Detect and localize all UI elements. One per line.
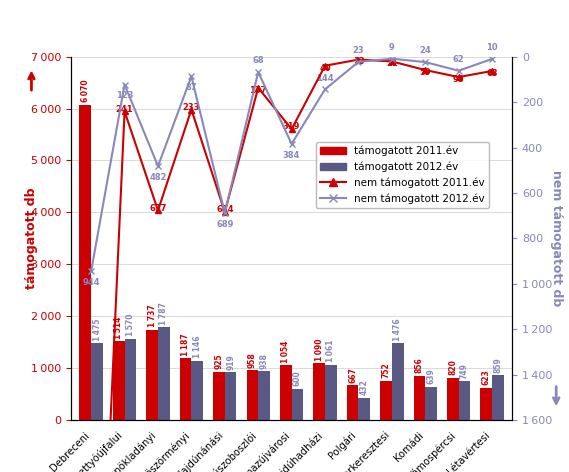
- Text: 749: 749: [460, 362, 469, 379]
- Text: 144: 144: [316, 74, 334, 83]
- Text: 319: 319: [283, 122, 300, 131]
- Text: 90: 90: [453, 75, 464, 84]
- Text: 667: 667: [348, 367, 357, 383]
- Text: 40: 40: [319, 64, 331, 73]
- Text: 137: 137: [250, 85, 267, 94]
- Bar: [325, 365, 337, 420]
- Text: 944: 944: [83, 278, 100, 287]
- Bar: [258, 371, 270, 420]
- Bar: [459, 381, 471, 420]
- Text: 21: 21: [386, 59, 398, 68]
- Text: 1 475: 1 475: [93, 319, 101, 341]
- Text: 623: 623: [482, 370, 490, 385]
- Text: 1 146: 1 146: [193, 336, 202, 358]
- Text: 233: 233: [183, 103, 200, 112]
- Text: 59: 59: [419, 68, 431, 77]
- Text: 752: 752: [381, 362, 390, 379]
- Text: 684: 684: [216, 205, 233, 214]
- Text: 63: 63: [486, 69, 498, 78]
- Bar: [447, 378, 459, 420]
- Bar: [225, 372, 237, 420]
- Text: 1 570: 1 570: [126, 313, 135, 336]
- Text: 1 737: 1 737: [147, 304, 156, 327]
- Text: 1 090: 1 090: [315, 338, 324, 361]
- Text: 859: 859: [493, 357, 502, 373]
- Bar: [146, 330, 158, 420]
- Bar: [314, 363, 325, 420]
- Bar: [358, 397, 370, 420]
- Bar: [392, 344, 403, 420]
- Text: 1 061: 1 061: [327, 340, 335, 362]
- Text: 23: 23: [353, 46, 364, 55]
- Bar: [414, 376, 425, 420]
- Text: 1 514: 1 514: [114, 317, 123, 339]
- Text: 689: 689: [216, 220, 233, 229]
- Text: 10: 10: [486, 43, 498, 52]
- Text: 87: 87: [185, 83, 197, 92]
- Text: 925: 925: [215, 354, 224, 370]
- Bar: [125, 338, 136, 420]
- Text: 241: 241: [116, 105, 133, 114]
- Bar: [380, 381, 392, 420]
- Bar: [280, 365, 291, 420]
- Bar: [492, 376, 504, 420]
- Text: nem támogatott db: nem támogatott db: [550, 170, 563, 306]
- Text: 482: 482: [149, 173, 167, 182]
- Text: 820: 820: [448, 359, 457, 375]
- Text: 1 787: 1 787: [159, 302, 168, 325]
- Text: 958: 958: [248, 352, 257, 368]
- Text: 677: 677: [149, 203, 167, 212]
- Bar: [80, 105, 91, 420]
- Text: 9: 9: [389, 43, 395, 52]
- Bar: [180, 358, 191, 420]
- Bar: [91, 344, 103, 420]
- Text: 24: 24: [419, 46, 431, 55]
- Text: 62: 62: [453, 55, 464, 64]
- Text: 384: 384: [283, 151, 300, 160]
- Text: 123: 123: [116, 92, 133, 101]
- Text: 856: 856: [415, 357, 424, 373]
- Text: 1 054: 1 054: [281, 340, 290, 363]
- Text: 1 476: 1 476: [393, 318, 402, 341]
- Bar: [213, 372, 225, 420]
- Bar: [291, 389, 303, 420]
- Text: 600: 600: [293, 371, 302, 386]
- Bar: [480, 388, 492, 420]
- Text: 432: 432: [360, 379, 369, 395]
- Legend: támogatott 2011.év, támogatott 2012.év, nem támogatott 2011.év, nem támogatott 2: támogatott 2011.év, támogatott 2012.év, …: [316, 142, 489, 208]
- Text: támogatott db: támogatott db: [25, 187, 38, 289]
- Text: 6 070: 6 070: [81, 80, 90, 102]
- Bar: [158, 327, 170, 420]
- Bar: [246, 371, 258, 420]
- Text: 639: 639: [427, 369, 436, 384]
- Text: 938: 938: [259, 353, 269, 369]
- Bar: [191, 361, 203, 420]
- Text: 919: 919: [226, 354, 235, 370]
- Bar: [113, 341, 125, 420]
- Bar: [425, 387, 437, 420]
- Text: 68: 68: [253, 56, 264, 65]
- Text: 13: 13: [353, 58, 364, 67]
- Bar: [347, 386, 358, 420]
- Text: 1 187: 1 187: [181, 333, 190, 356]
